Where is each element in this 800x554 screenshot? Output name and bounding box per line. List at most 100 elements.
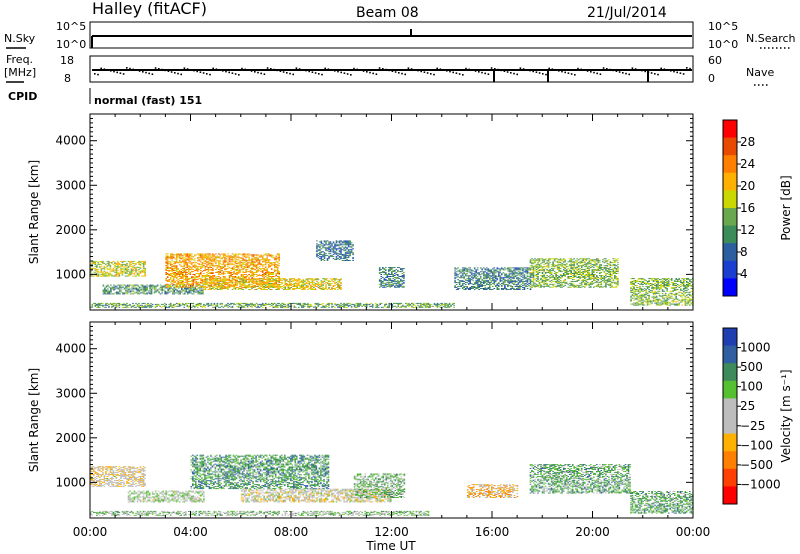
range-time-cell — [263, 278, 265, 280]
range-time-cell — [261, 281, 264, 283]
range-time-cell — [237, 253, 240, 255]
range-time-cell — [266, 278, 268, 280]
range-time-cell — [212, 253, 214, 255]
range-time-cell — [248, 277, 250, 279]
range-time-cell — [248, 274, 250, 275]
range-time-cell — [188, 284, 190, 286]
range-time-cell — [487, 276, 490, 278]
range-time-cell — [142, 271, 145, 273]
range-time-cell — [156, 285, 159, 287]
range-time-cell — [158, 288, 160, 290]
range-time-cell — [492, 283, 494, 285]
range-time-cell — [188, 290, 191, 292]
range-time-cell — [320, 289, 323, 290]
range-time-cell — [486, 280, 488, 282]
range-time-cell — [186, 276, 189, 277]
range-time-cell — [352, 260, 354, 261]
range-time-cell — [121, 260, 124, 262]
range-time-cell — [168, 274, 170, 275]
range-time-cell — [146, 289, 148, 291]
nave-dot — [209, 73, 211, 76]
range-time-cell — [251, 277, 253, 279]
range-time-cell — [298, 306, 300, 308]
range-time-cell — [142, 302, 145, 304]
range-time-cell — [263, 258, 265, 260]
range-time-cell — [522, 283, 524, 285]
range-time-cell — [166, 253, 169, 255]
range-time-cell — [304, 287, 306, 288]
nave-dot — [372, 72, 374, 75]
range-time-cell — [251, 304, 253, 306]
range-time-cell — [125, 290, 127, 292]
range-time-cell — [492, 273, 494, 275]
range-time-cell — [293, 285, 296, 287]
range-time-cell — [287, 303, 290, 305]
range-time-cell — [177, 282, 179, 284]
range-time-cell — [218, 284, 220, 286]
range-time-cell — [237, 254, 240, 256]
range-time-cell — [479, 277, 482, 279]
range-time-cell — [139, 267, 142, 269]
range-time-cell — [99, 263, 101, 265]
nave-dot — [490, 67, 493, 69]
nave-dot — [222, 70, 224, 72]
range-time-cell — [319, 258, 321, 260]
range-time-cell — [224, 280, 226, 282]
range-time-cell — [344, 255, 347, 257]
range-time-cell — [203, 282, 205, 284]
range-time-cell — [225, 256, 228, 258]
range-time-cell — [251, 283, 253, 285]
range-time-cell — [502, 283, 505, 285]
range-time-cell — [504, 281, 506, 283]
range-time-cell — [228, 272, 231, 273]
range-time-cell — [338, 241, 341, 243]
range-time-cell — [113, 284, 115, 286]
range-time-cell — [329, 241, 332, 243]
range-time-cell — [222, 256, 225, 258]
range-time-cell — [218, 269, 220, 271]
range-time-cell — [165, 269, 167, 271]
range-time-cell — [275, 282, 277, 284]
range-time-cell — [230, 263, 232, 265]
range-time-cell — [191, 263, 193, 265]
range-time-cell — [273, 271, 276, 273]
range-time-cell — [139, 270, 142, 272]
range-time-cell — [136, 266, 139, 268]
range-time-cell — [165, 283, 167, 285]
range-time-cell — [248, 276, 250, 278]
range-time-cell — [269, 254, 271, 256]
nave-dot — [590, 71, 592, 73]
range-time-cell — [251, 286, 253, 288]
range-time-cell — [492, 271, 494, 273]
range-time-cell — [104, 287, 106, 289]
range-time-cell — [168, 261, 170, 263]
range-time-cell — [154, 306, 157, 308]
range-time-cell — [273, 262, 276, 264]
range-time-cell — [255, 289, 258, 290]
range-time-cell — [504, 286, 506, 287]
range-time-cell — [121, 267, 124, 269]
range-time-cell — [391, 283, 393, 285]
range-time-cell — [219, 269, 222, 271]
range-time-cell — [112, 267, 115, 269]
range-time-cell — [142, 266, 145, 268]
range-time-cell — [397, 285, 399, 287]
range-time-cell — [479, 286, 482, 287]
range-time-cell — [258, 283, 261, 285]
range-time-cell — [382, 281, 384, 283]
range-time-cell — [234, 262, 237, 264]
range-time-cell — [270, 278, 273, 280]
range-time-cell — [182, 270, 184, 272]
range-time-cell — [289, 283, 291, 285]
range-time-cell — [316, 245, 318, 247]
range-time-cell — [97, 304, 100, 306]
range-time-cell — [383, 269, 386, 271]
range-time-cell — [108, 263, 110, 265]
range-time-cell — [146, 287, 148, 289]
range-time-cell — [522, 270, 524, 272]
range-time-cell — [276, 286, 279, 288]
range-time-cell — [517, 284, 520, 286]
range-time-cell — [194, 267, 196, 269]
range-time-cell — [212, 259, 214, 261]
range-time-cell — [389, 283, 392, 285]
